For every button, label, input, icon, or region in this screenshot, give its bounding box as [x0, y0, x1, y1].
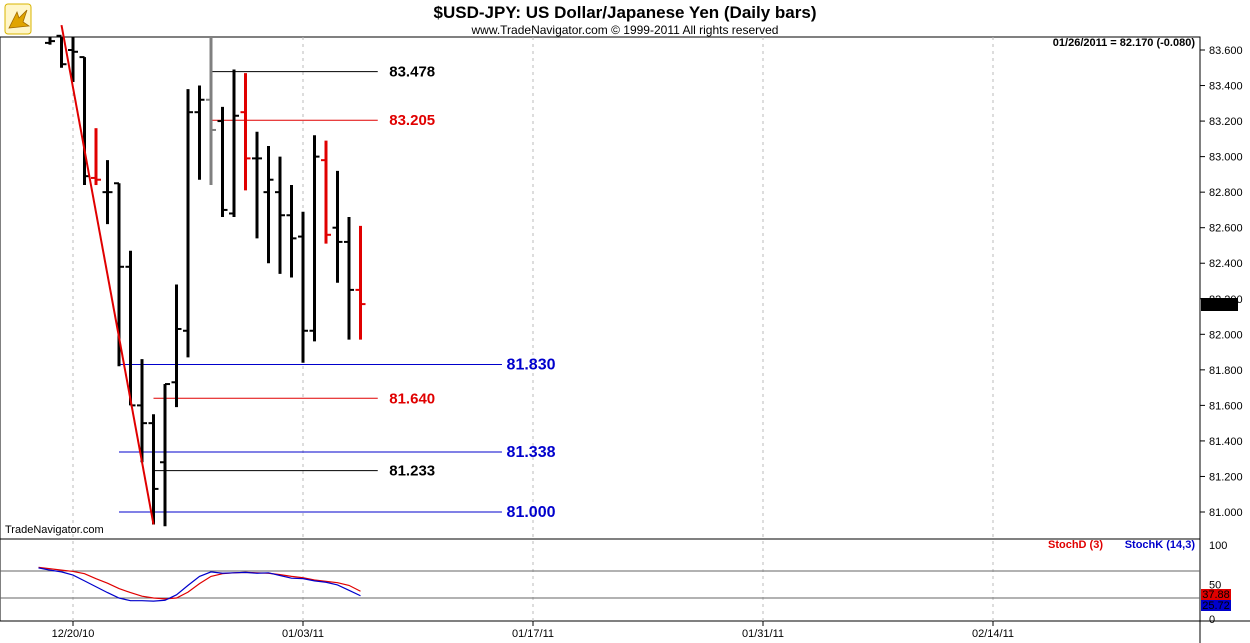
stochk-legend: StochK (14,3)	[1125, 539, 1196, 551]
x-tick-label: 01/31/11	[742, 628, 784, 640]
price-axis: 83.600 83.400 83.200 83.000 82.800 82.600 82.4…	[1200, 45, 1243, 519]
y-tick-label: 83.000	[1209, 152, 1243, 164]
date-axis: 12/20/10 01/03/11 01/17/11 01/31/11 02/14/11	[52, 621, 1014, 640]
trade-navigator-logo-icon	[4, 3, 32, 35]
stoch-series-line	[38, 566, 361, 600]
watermark: TradeNavigator.com	[5, 524, 104, 536]
level-label: 81.000	[507, 504, 556, 521]
last-price-tag: 82.170	[1201, 298, 1238, 311]
level-label: 81.830	[507, 357, 556, 374]
stochd-legend: StochD (3)	[1048, 539, 1103, 551]
stoch-y-tick-label: 0	[1209, 614, 1215, 626]
stoch-y-tick-label: 50	[1209, 580, 1221, 592]
y-tick-label: 81.400	[1209, 436, 1243, 448]
level-label: 81.233	[389, 463, 435, 480]
downtrend-line	[60, 24, 155, 525]
x-tick-label: 01/03/11	[282, 628, 324, 640]
trendline	[60, 24, 155, 525]
price-bars	[45, 34, 366, 527]
y-tick-label: 83.200	[1209, 116, 1243, 128]
y-tick-label: 81.600	[1209, 400, 1243, 412]
stoch-value-label: 37.88	[1202, 589, 1230, 601]
last-quote-label: 01/26/2011 = 82.170 (-0.080)	[1053, 37, 1196, 49]
y-tick-label: 82.000	[1209, 329, 1243, 341]
x-tick-label: 02/14/11	[972, 628, 1014, 640]
y-tick-label: 81.800	[1209, 365, 1243, 377]
last-price-value: 82.170	[1202, 299, 1236, 311]
y-tick-label: 82.800	[1209, 187, 1243, 199]
stoch-y-tick-label: 100	[1209, 540, 1227, 552]
copyright-subtitle: www.TradeNavigator.com © 1999-2011 All r…	[471, 23, 779, 37]
y-tick-label: 81.200	[1209, 471, 1243, 483]
stoch-value-label: 25.72	[1202, 600, 1230, 612]
level-label: 83.205	[389, 112, 435, 129]
stoch-value-tag	[1201, 600, 1231, 611]
level-lines: 83.478 83.205 81.830 81.640 81.338 81.233 81.0…	[119, 64, 556, 521]
stochastic-lines	[0, 566, 1200, 602]
stoch-value-tag	[1201, 589, 1231, 600]
x-tick-label: 01/17/11	[512, 628, 554, 640]
price-panel	[0, 36, 1201, 540]
level-label: 83.478	[389, 64, 435, 81]
y-tick-label: 82.400	[1209, 258, 1243, 270]
level-label: 81.640	[389, 390, 435, 407]
stoch-series-line	[38, 567, 361, 602]
x-tick-label: 12/20/10	[52, 628, 95, 640]
stochastic-panel	[0, 538, 1201, 622]
y-tick-label: 83.400	[1209, 81, 1243, 93]
header: $USD-JPY: US Dollar/Japanese Yen (Daily …	[434, 3, 817, 37]
y-tick-label: 82.600	[1209, 223, 1243, 235]
level-label: 81.338	[507, 444, 556, 461]
y-tick-label: 81.000	[1209, 507, 1243, 519]
y-tick-label: 83.600	[1209, 45, 1243, 57]
chart-title: $USD-JPY: US Dollar/Japanese Yen (Daily …	[434, 3, 817, 22]
